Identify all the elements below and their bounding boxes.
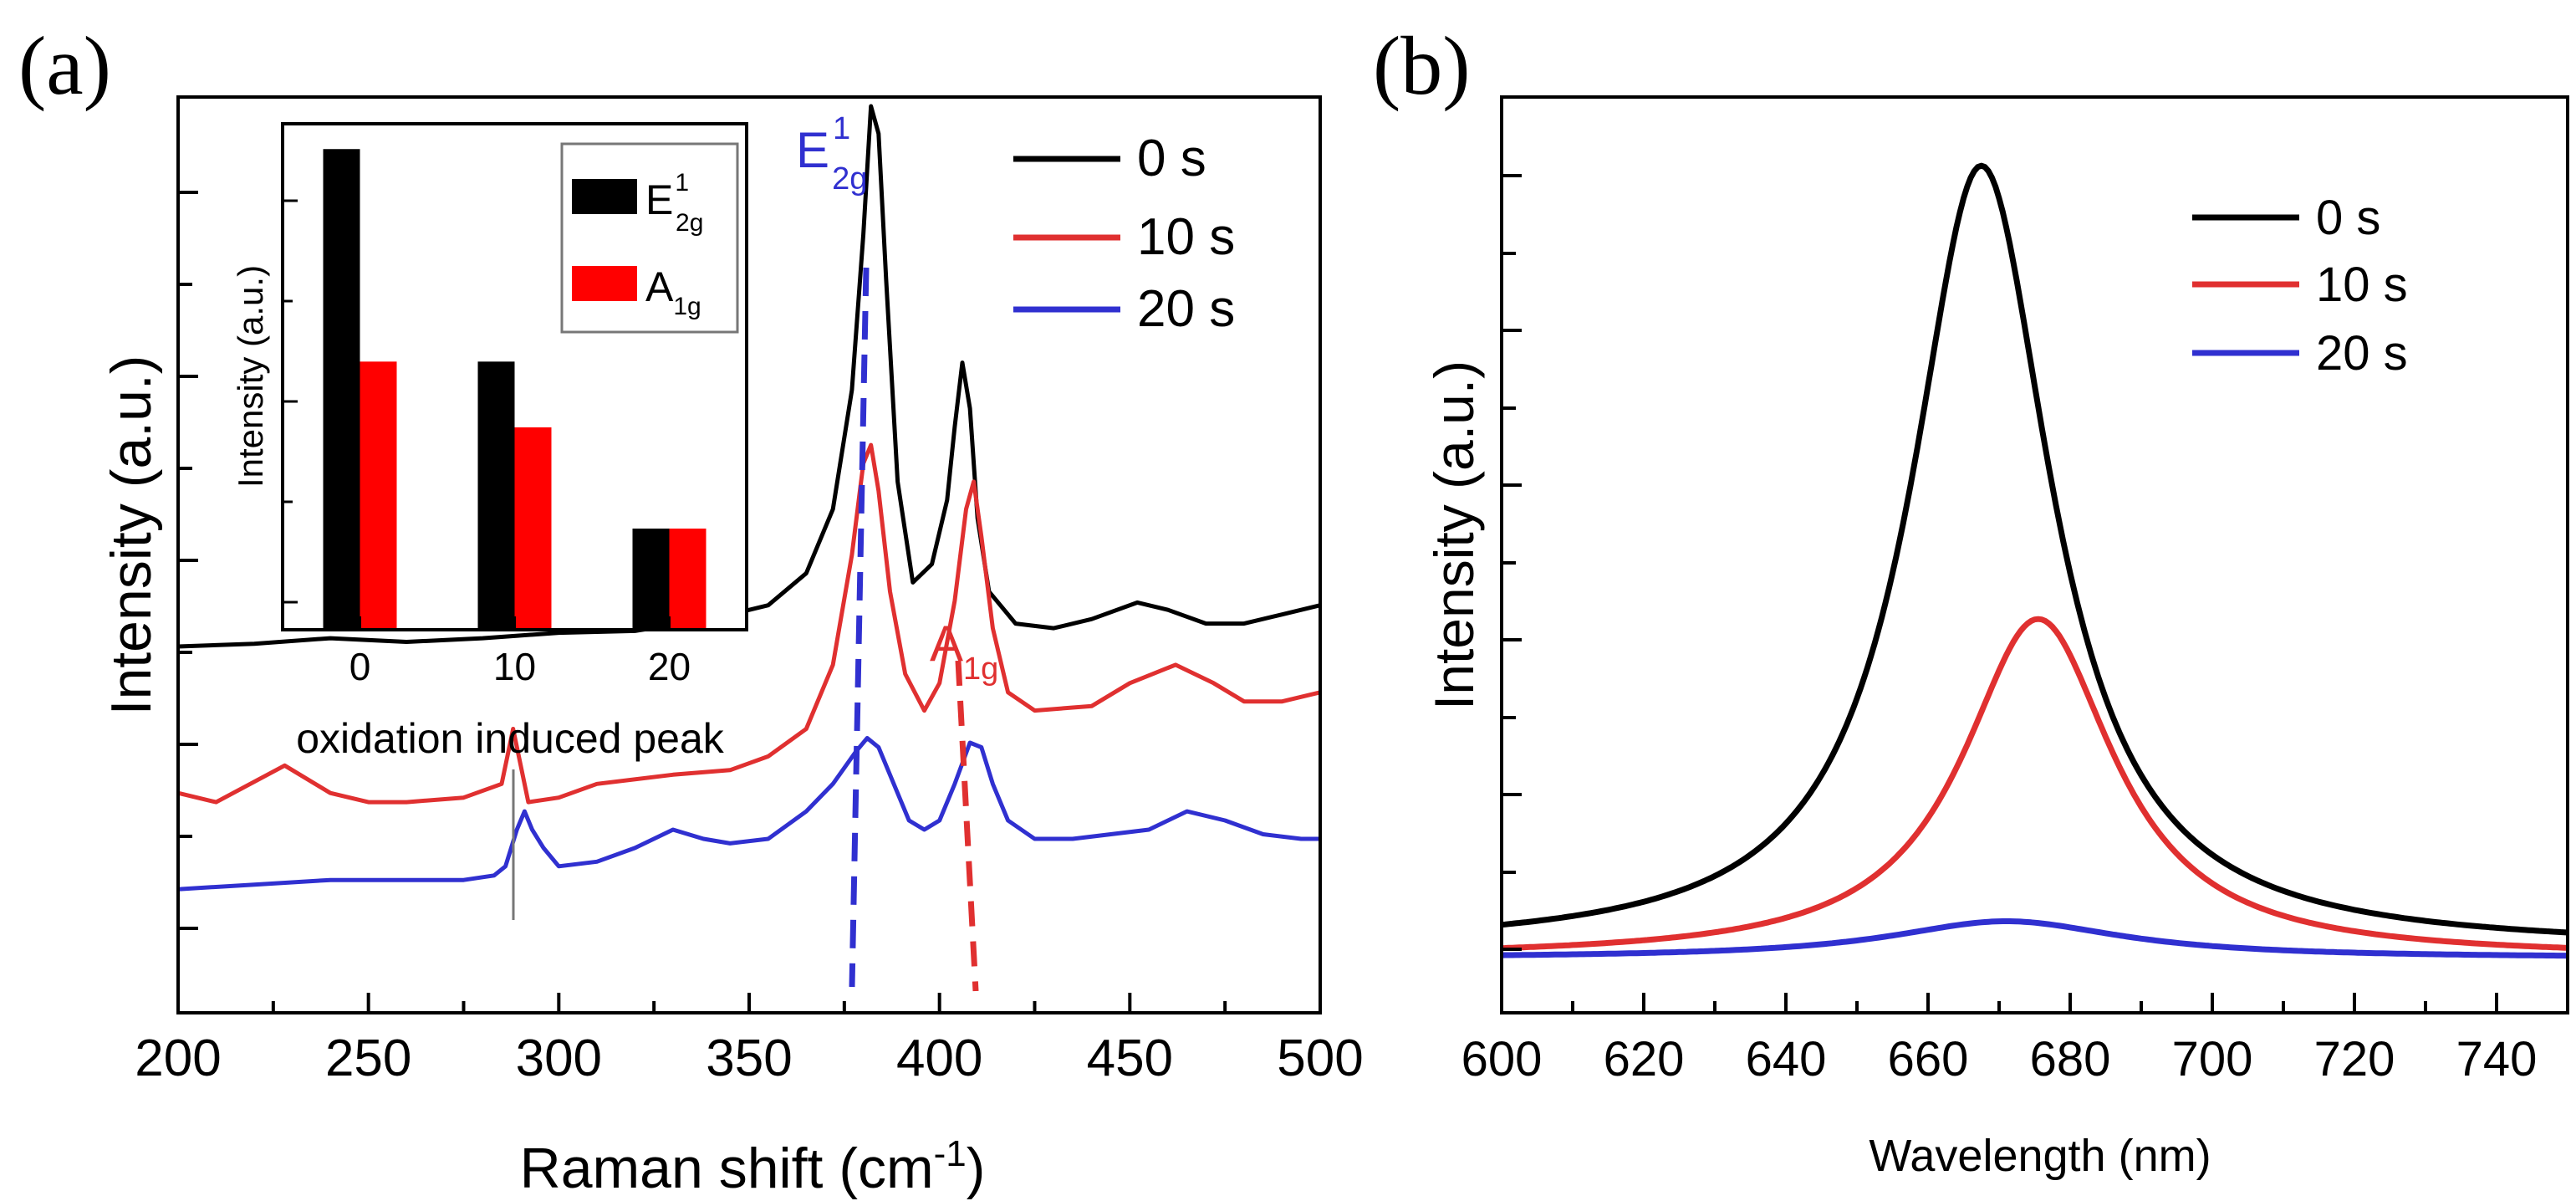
inset-legend-a1g-label: A1g (645, 263, 701, 320)
legend-b-0s-label: 0 s (2316, 191, 2380, 245)
e2g-peak-label: E 1 2g (796, 111, 867, 197)
panel-a-x-tick-label: 350 (706, 1030, 792, 1087)
inset-x-tick-label: 0 (349, 645, 371, 688)
inset-legend-e2g-label: E1 2g (645, 169, 703, 237)
inset-y-axis-label: Intensity (a.u.) (231, 265, 270, 488)
panel-b-x-tick-label: 620 (1604, 1032, 1685, 1086)
legend-a-20s-label: 20 s (1137, 280, 1235, 338)
inset-x-tick-label: 20 (648, 645, 691, 688)
panel-a-x-tick-label: 450 (1087, 1030, 1173, 1087)
panel-b-series-line-0 (1501, 162, 2568, 936)
panel-b-y-axis-label: Intensity (a.u.) (1423, 360, 1485, 710)
legend-a-10s-label: 10 s (1137, 208, 1235, 266)
a1g-peak-dashed-line (955, 660, 979, 992)
inset-bar-E-20 (632, 529, 670, 630)
inset-x-axis-label: oxidation induced peak (296, 715, 724, 762)
inset-legend: E1 2g A1g (560, 142, 739, 334)
panel-a-label: (a) (18, 19, 111, 112)
panel-b-x-axis: 600 620 640 660 680 700 720 740 (1461, 993, 2538, 1086)
inset-bar-chart: 0 10 20 Intensity (a.u.) oxidation induced… (231, 122, 748, 762)
inset-bars (323, 149, 706, 630)
panel-b-x-tick-label: 600 (1461, 1032, 1543, 1086)
panel-a-x-tick-label: 300 (516, 1030, 602, 1087)
panel-a-series-line-1 (177, 442, 1321, 805)
a1g-peak-label: A1g (930, 616, 998, 687)
inset-bar-A-20 (669, 529, 706, 630)
panel-b-legend: 0 s 10 s 20 s (2192, 191, 2408, 381)
panel-b-plot-frame (1500, 95, 2569, 1014)
inset-x-axis: 0 10 20 (349, 616, 691, 688)
panel-b-x-tick-label: 720 (2314, 1032, 2395, 1086)
panel-a-raman-chart: (a) 200 250 300 350 400 450 500 Intensity (a.u… (18, 19, 1364, 1200)
panel-b-x-tick-label: 700 (2172, 1032, 2253, 1086)
inset-y-axis-ticks (283, 199, 298, 604)
panel-a-x-axis-label: Raman shift (cm-1) (520, 1133, 986, 1200)
panel-a-x-tick-label: 250 (325, 1030, 411, 1087)
legend-b-10s-label: 10 s (2316, 258, 2408, 312)
panel-a-series-line-0 (177, 104, 1321, 649)
panel-a-y-axis-ticks (178, 191, 198, 930)
panel-b-x-axis-label: Wavelength (nm) (1869, 1131, 2211, 1181)
panel-b-series-lines (1501, 162, 2568, 959)
panel-b-label: (b) (1373, 19, 1471, 112)
panel-b-x-tick-label: 660 (1888, 1032, 1969, 1086)
panel-b-x-tick-label: 640 (1746, 1032, 1827, 1086)
panel-b-x-tick-label: 680 (2030, 1032, 2111, 1086)
inset-bar-E-10 (477, 361, 515, 630)
panel-a-x-axis: 200 250 300 350 400 450 500 (135, 993, 1364, 1087)
inset-legend-a1g-swatch (572, 266, 637, 301)
panel-a-x-tick-label: 400 (896, 1030, 982, 1087)
inset-bar-E-0 (323, 149, 360, 630)
inset-bar-A-0 (360, 361, 397, 630)
panel-b-x-tick-label: 740 (2456, 1032, 2538, 1086)
panel-a-y-axis-label: Intensity (a.u.) (99, 355, 163, 716)
panel-b-pl-chart: (b) 600 620 640 660 680 700 720 740 Intensity (… (1373, 19, 2569, 1181)
inset-x-tick-label: 10 (493, 645, 536, 688)
panel-a-legend: 0 s 10 s 20 s (1013, 130, 1235, 338)
legend-b-20s-label: 20 s (2316, 326, 2408, 381)
panel-b-y-axis-ticks (1502, 174, 1522, 951)
inset-bar-A-10 (514, 427, 552, 630)
panel-b-series-line-2 (1501, 918, 2568, 959)
inset-legend-e2g-swatch (572, 179, 637, 214)
panel-a-x-tick-label: 200 (135, 1030, 221, 1087)
panel-a-x-tick-label: 500 (1277, 1030, 1363, 1087)
legend-a-0s-label: 0 s (1137, 130, 1206, 187)
panel-b-series-line-1 (1501, 616, 2568, 952)
e2g-peak-dashed-line (849, 267, 870, 988)
